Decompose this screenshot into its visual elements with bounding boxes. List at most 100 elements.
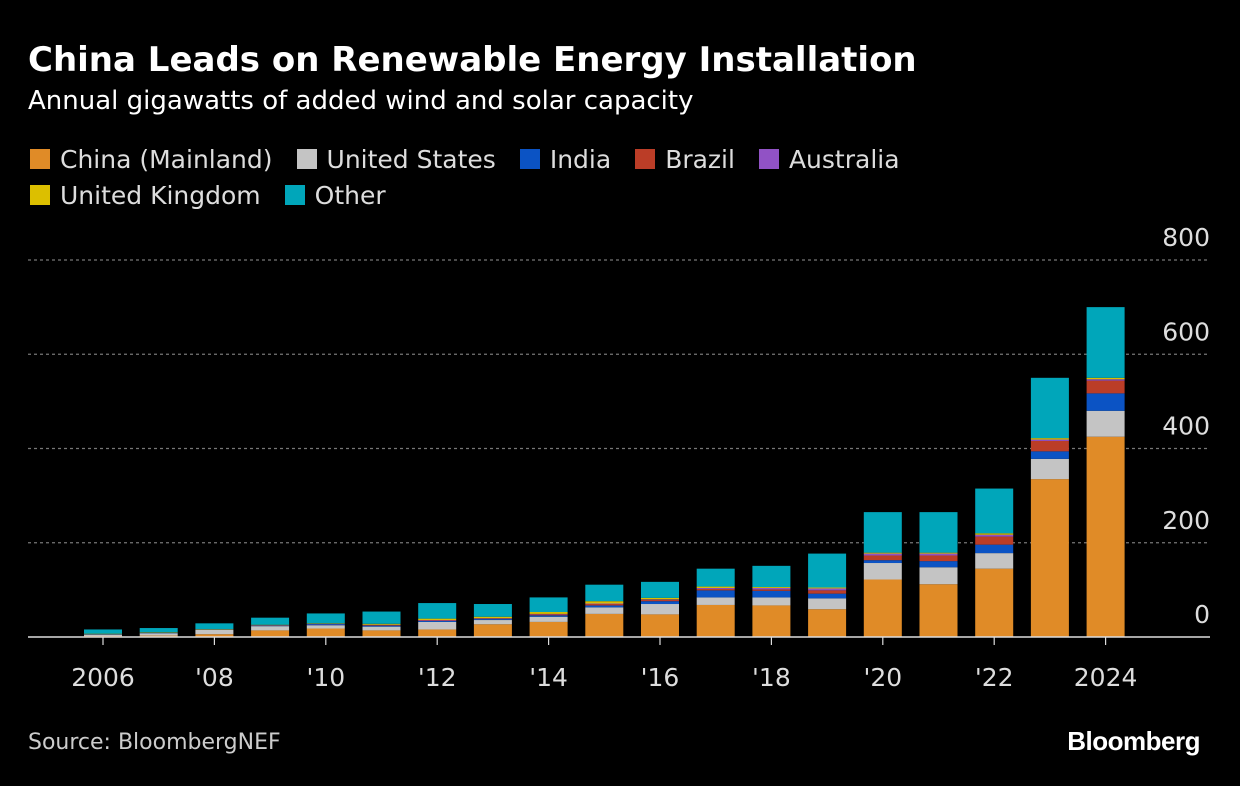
bar-2023-united-kingdom bbox=[1030, 438, 1069, 440]
bar-2021-australia bbox=[919, 553, 958, 556]
bar-2018-other bbox=[752, 565, 791, 588]
legend-label-china: China (Mainland) bbox=[60, 144, 273, 174]
legend-swatch-china bbox=[30, 149, 50, 169]
bar-2023-other bbox=[1030, 377, 1069, 439]
bar-2013-china-mainland bbox=[473, 624, 512, 637]
x-tick-label-2006: 2006 bbox=[71, 663, 135, 692]
legend-swatch-united-states bbox=[296, 149, 317, 169]
bar-2024-australia bbox=[1086, 379, 1125, 381]
bar-2021-united-states bbox=[919, 567, 958, 585]
bar-2021-china-mainland bbox=[919, 584, 958, 637]
bar-2023-brazil bbox=[1030, 440, 1069, 452]
legend-label-australia: Australia bbox=[788, 144, 900, 174]
legend-row-2: United Kingdom Other bbox=[30, 177, 1030, 213]
legend-swatch-other bbox=[284, 185, 305, 205]
bar-2022-united-states bbox=[975, 553, 1014, 569]
x-tick-label-2016: '16 bbox=[641, 663, 680, 692]
bar-2015-united-states bbox=[585, 607, 624, 614]
bar-2018-brazil bbox=[752, 589, 791, 591]
legend-item-united-kingdom: United Kingdom bbox=[30, 181, 261, 210]
bar-2022-united-kingdom bbox=[975, 533, 1014, 535]
bar-2015-india bbox=[585, 605, 624, 608]
legend-label-united-states: United States bbox=[326, 144, 496, 174]
bar-2023-australia bbox=[1030, 439, 1069, 441]
bar-2019-india bbox=[808, 593, 847, 599]
x-tick-label-2010: '10 bbox=[306, 663, 345, 692]
bar-2022-other bbox=[975, 488, 1014, 534]
bar-2023-united-states bbox=[1030, 458, 1069, 480]
bar-2006-other bbox=[84, 629, 122, 634]
legend-label-india: India bbox=[549, 144, 612, 174]
bar-2020-australia bbox=[863, 553, 902, 556]
bar-2021-united-kingdom bbox=[919, 552, 958, 554]
bar-2021-brazil bbox=[919, 555, 958, 562]
bar-2012-china-mainland bbox=[418, 629, 457, 637]
bar-2019-china-mainland bbox=[808, 609, 847, 637]
bar-2014-united-states bbox=[529, 616, 568, 622]
legend-item-india: India bbox=[519, 144, 612, 174]
bar-2023-india bbox=[1030, 451, 1069, 459]
bar-2010-united-states bbox=[306, 625, 345, 629]
bar-2016-united-states bbox=[641, 604, 679, 615]
legend-item-australia: Australia bbox=[758, 144, 900, 174]
legend-item-china: China (Mainland) bbox=[30, 145, 273, 174]
bar-2015-brazil bbox=[585, 604, 624, 606]
bar-2015-china-mainland bbox=[585, 613, 624, 637]
y-tick-label-600: 600 bbox=[1162, 317, 1210, 346]
bar-2017-other bbox=[696, 568, 735, 587]
legend-swatch-united-kingdom bbox=[30, 185, 50, 205]
legend-item-brazil: Brazil bbox=[635, 145, 735, 174]
bar-2015-other bbox=[585, 584, 624, 602]
bar-2018-australia bbox=[752, 587, 791, 590]
bar-2019-brazil bbox=[808, 590, 847, 594]
bar-2019-other bbox=[808, 553, 847, 588]
bar-2016-brazil bbox=[641, 599, 679, 602]
bar-2021-india bbox=[919, 561, 958, 568]
bar-2009-other bbox=[251, 617, 290, 625]
bar-2016-united-kingdom bbox=[641, 597, 679, 600]
bar-2017-brazil bbox=[696, 588, 735, 591]
bar-2018-united-kingdom bbox=[752, 587, 791, 588]
bar-2019-australia bbox=[808, 588, 847, 591]
bar-2024-brazil bbox=[1086, 380, 1125, 394]
bar-2020-india bbox=[863, 560, 902, 564]
bar-2020-united-kingdom bbox=[863, 552, 902, 554]
bar-2012-other bbox=[418, 603, 457, 619]
bloomberg-logo: Bloomberg bbox=[1067, 726, 1200, 756]
bar-2008-other bbox=[195, 623, 234, 629]
x-tick-label-2014: '14 bbox=[529, 663, 568, 692]
legend-item-other: Other bbox=[284, 180, 386, 210]
x-tick-label-2024: 2024 bbox=[1074, 663, 1138, 692]
bar-2022-australia bbox=[975, 534, 1014, 537]
x-tick-label-2008: '08 bbox=[195, 663, 234, 692]
chart-title: China Leads on Renewable Energy Installa… bbox=[28, 40, 917, 80]
y-tick-label-0: 0 bbox=[1194, 600, 1210, 629]
bar-2024-india bbox=[1086, 393, 1125, 411]
legend: China (Mainland) United States India Bra… bbox=[30, 141, 1030, 213]
source-note: Source: BloombergNEF bbox=[28, 730, 281, 755]
x-tick-label-2018: '18 bbox=[752, 663, 791, 692]
legend-label-united-kingdom: United Kingdom bbox=[60, 180, 261, 210]
bar-2020-china-mainland bbox=[863, 579, 902, 637]
bar-2015-united-kingdom bbox=[585, 601, 624, 604]
bar-2010-other bbox=[306, 613, 345, 624]
chart-subtitle: Annual gigawatts of added wind and solar… bbox=[28, 86, 694, 116]
y-tick-label-400: 400 bbox=[1162, 412, 1210, 441]
bar-2014-india bbox=[529, 615, 568, 617]
bar-2017-united-states bbox=[696, 597, 735, 605]
legend-swatch-australia bbox=[758, 149, 779, 169]
bar-2024-china-mainland bbox=[1086, 436, 1125, 637]
legend-label-other: Other bbox=[314, 180, 386, 210]
bar-2007-other bbox=[139, 628, 178, 633]
bar-2016-china-mainland bbox=[641, 614, 679, 637]
bar-2018-china-mainland bbox=[752, 605, 791, 637]
bar-2012-united-kingdom bbox=[418, 618, 457, 621]
legend-label-brazil: Brazil bbox=[665, 144, 735, 174]
bar-2008-china-mainland bbox=[195, 634, 234, 637]
bar-2024-united-kingdom bbox=[1086, 377, 1125, 380]
bar-2016-other bbox=[641, 581, 679, 598]
bar-2017-australia bbox=[696, 587, 735, 589]
bar-2022-china-mainland bbox=[975, 568, 1014, 637]
bar-2022-brazil bbox=[975, 536, 1014, 545]
